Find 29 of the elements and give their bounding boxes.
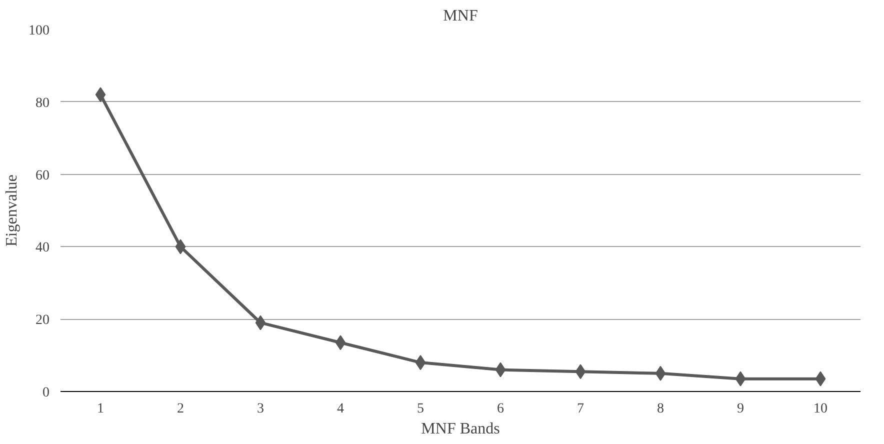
point [735, 371, 746, 386]
point [575, 364, 586, 380]
y-tick-label: 60 [36, 168, 50, 184]
x-tick-label: 5 [417, 402, 424, 416]
point [95, 87, 106, 102]
x-tick-label: 2 [177, 402, 184, 416]
x-tick-label: 3 [257, 402, 264, 416]
x-tick-label: 1 [97, 402, 104, 416]
y-axis-title: Eigenvalue [4, 174, 20, 246]
y-tick-label: 40 [36, 240, 50, 256]
y-tick-label: 0 [42, 386, 50, 400]
x-tick-label: 7 [577, 402, 584, 416]
point [175, 239, 186, 254]
y-tick-label: 20 [36, 313, 50, 328]
x-tick-label: 10 [814, 402, 828, 416]
x-tick-label: 6 [497, 402, 504, 416]
point [815, 371, 826, 386]
chart-title: MNF [443, 8, 478, 24]
x-tick-label: 4 [337, 402, 344, 416]
point [335, 335, 346, 350]
x-tick-label: 9 [737, 402, 744, 416]
x-tick-label: 8 [657, 402, 664, 416]
y-tick-label: 100 [28, 24, 50, 38]
point [655, 366, 666, 381]
point [415, 355, 426, 370]
x-axis-title: MNF Bands [421, 420, 500, 438]
point [255, 315, 266, 330]
point [495, 362, 506, 378]
y-tick-label: 80 [36, 96, 50, 111]
